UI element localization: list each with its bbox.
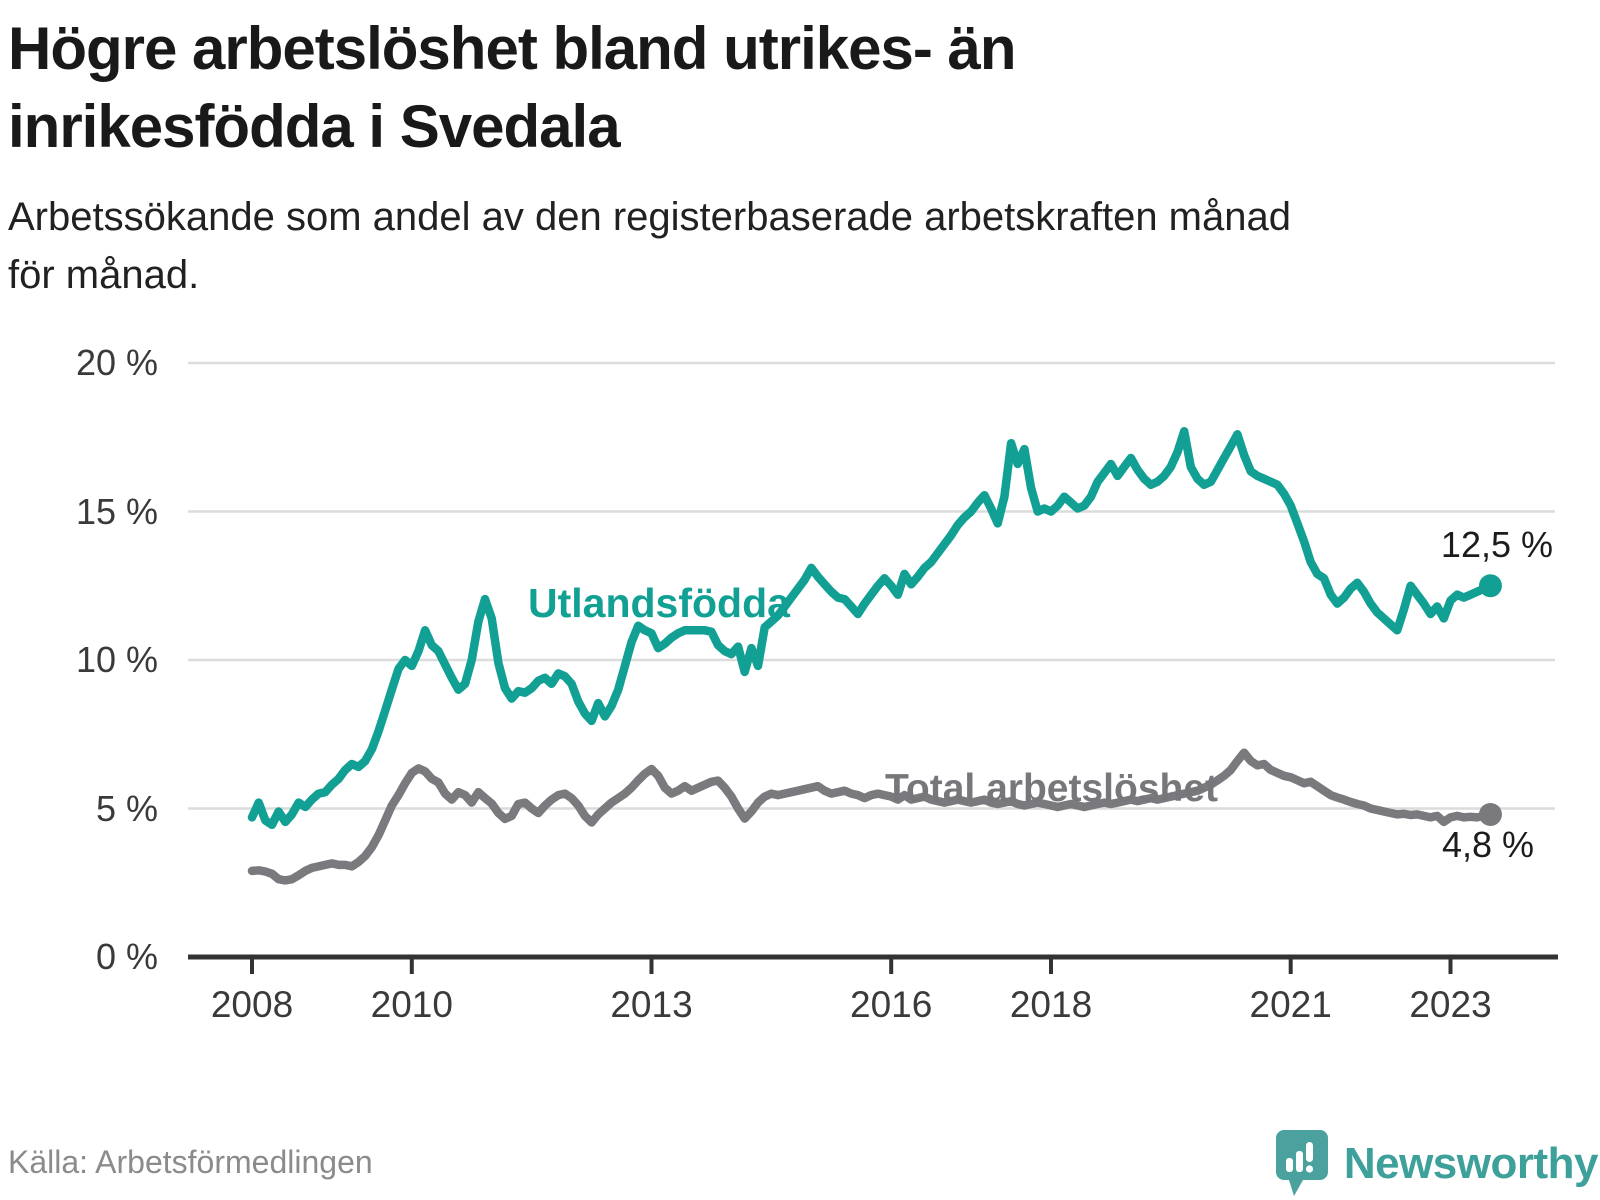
x-tick-label-2013: 2013 (610, 984, 693, 1025)
series-label-utlandsfodda: Utlandsfödda (528, 580, 790, 626)
bar-short (1285, 1158, 1293, 1172)
exclamation-dot (1305, 1165, 1313, 1173)
y-tick-label-5: 5 % (95, 787, 158, 829)
page-title-line2: inrikesfödda i Svedala (8, 93, 621, 160)
x-tick-label-2023: 2023 (1409, 984, 1492, 1025)
end-dot-total-arbetsloshet (1478, 802, 1502, 826)
series-label-total-arbetsloshet: Total arbetslöshet (885, 767, 1219, 810)
newsworthy-logo: Newsworthy (1274, 1128, 1599, 1200)
chart-subtitle-line2: för månad. (8, 253, 200, 297)
y-tick-label-20: 20 % (75, 342, 158, 383)
x-tick-label-2008: 2008 (210, 984, 294, 1025)
end-dot-utlandsfodda (1478, 574, 1502, 598)
source-credit: Källa: Arbetsförmedlingen (8, 1144, 373, 1180)
x-tick-label-2018: 2018 (1009, 984, 1093, 1025)
end-value-label-total: 4,8 % (1442, 824, 1535, 865)
data-line-utlandsfodda (247, 427, 1495, 830)
chart-subtitle: Arbetssökande som andel av den registerb… (8, 188, 1588, 304)
chart-subtitle-line1: Arbetssökande som andel av den registerb… (8, 195, 1291, 239)
end-value-label-utlandsfodda: 12,5 % (1440, 524, 1553, 565)
x-tick-label-2010: 2010 (370, 984, 453, 1025)
page-title: Högre arbetslöshet bland utrikes- än inr… (8, 10, 1568, 166)
exclamation-bar (1305, 1142, 1313, 1162)
page-title-line1: Högre arbetslöshet bland utrikes- än (8, 15, 1017, 82)
newsworthy-bubble-icon (1275, 1130, 1328, 1196)
brand-name: Newsworthy (1343, 1139, 1599, 1188)
y-tick-label-15: 15 % (75, 490, 158, 532)
x-tick-label-2016: 2016 (850, 984, 933, 1025)
bar-tall (1295, 1151, 1303, 1172)
x-tick-label-2021: 2021 (1249, 984, 1332, 1025)
y-tick-label-10: 10 % (75, 639, 158, 680)
data-line-total-arbetsloshet (247, 748, 1495, 885)
y-tick-label-0: 0 % (95, 936, 158, 977)
